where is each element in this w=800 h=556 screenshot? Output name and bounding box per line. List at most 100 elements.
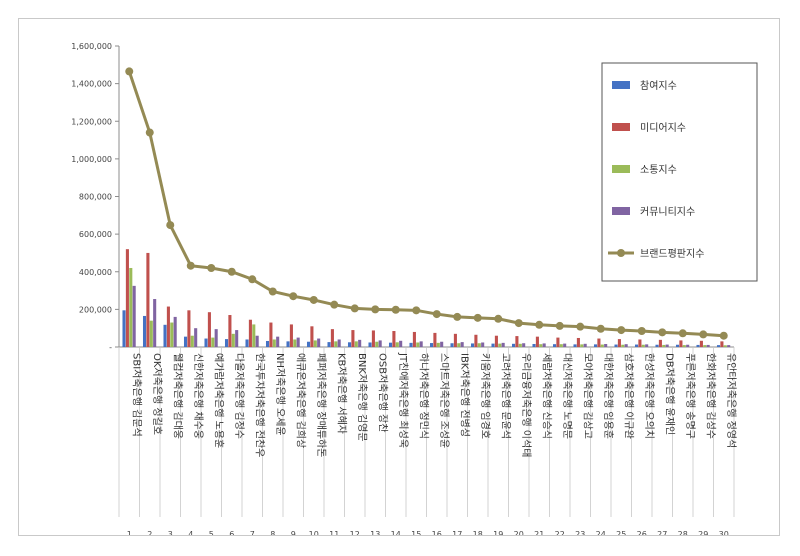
bar xyxy=(440,341,444,347)
bar xyxy=(583,343,587,347)
line-point xyxy=(637,327,646,336)
line-point xyxy=(453,312,462,321)
line-point xyxy=(125,67,134,76)
bar xyxy=(183,336,188,347)
bar xyxy=(686,344,690,347)
rank-label: 12 xyxy=(350,530,360,535)
bar xyxy=(665,344,669,347)
y-tick-label: 1,400,000 xyxy=(71,80,112,89)
bars xyxy=(122,249,731,347)
category-label: SBI저축은행 김문석 xyxy=(130,353,142,437)
category-label: 페퍼저축은행 장매튜하돈 xyxy=(315,353,328,457)
bar xyxy=(412,331,416,347)
line-point xyxy=(473,313,482,322)
rank-label: 8 xyxy=(270,530,275,535)
rank-label: 15 xyxy=(411,530,421,535)
line-point xyxy=(268,287,277,296)
bar xyxy=(194,328,198,347)
bar xyxy=(252,324,256,347)
category-label: 고려저축은행 문윤석 xyxy=(499,353,511,439)
bar xyxy=(255,335,259,347)
category-label: DB저축은행 윤재인 xyxy=(663,353,675,435)
bar xyxy=(207,312,211,347)
category-label: 한국투자저축은행 전찬우 xyxy=(253,353,265,457)
bar xyxy=(142,315,147,347)
bar xyxy=(573,344,577,347)
bar xyxy=(125,249,129,347)
category-label: 하나저축은행 정민식 xyxy=(417,353,430,439)
bar xyxy=(265,340,270,347)
bar xyxy=(433,332,437,347)
line-point xyxy=(289,292,298,301)
rank-label: 27 xyxy=(657,530,667,535)
bar xyxy=(580,344,584,347)
bar xyxy=(436,342,440,347)
line-point xyxy=(658,328,667,337)
line-point xyxy=(494,314,503,323)
line-point xyxy=(227,267,236,276)
bar xyxy=(419,341,423,347)
y-tick-label: 200,000 xyxy=(79,305,112,314)
rank-label: 18 xyxy=(473,530,483,535)
bar xyxy=(638,339,642,347)
rank-label: 28 xyxy=(678,530,688,535)
line-point xyxy=(330,300,339,309)
line-point xyxy=(432,310,441,319)
category-label: 스마트저축은행 조성윤 xyxy=(438,353,450,448)
rank-label: 5 xyxy=(209,530,214,535)
line-point xyxy=(514,319,523,328)
category-label: 모아저축은행 김상고 xyxy=(581,353,593,439)
bar xyxy=(559,344,563,347)
bar xyxy=(371,330,375,347)
category-label: 예가람저축은행 노용훈 xyxy=(212,353,225,448)
bar xyxy=(699,340,703,347)
bar xyxy=(330,329,334,347)
rank-label: 26 xyxy=(637,530,647,535)
category-label: JT친애저축은행 최성욱 xyxy=(397,352,409,448)
rank-label: 29 xyxy=(698,530,708,535)
bar xyxy=(334,341,338,347)
bar xyxy=(235,330,239,347)
bar xyxy=(129,267,133,347)
bar xyxy=(556,337,560,347)
bar xyxy=(474,334,478,347)
bar xyxy=(532,343,536,347)
bar xyxy=(600,344,604,347)
rank-label: 2 xyxy=(147,530,152,535)
line-point xyxy=(391,305,400,314)
bar xyxy=(498,343,502,347)
bar xyxy=(224,339,229,347)
bar xyxy=(409,342,413,347)
rank-label: 10 xyxy=(309,530,319,535)
y-tick-label: 400,000 xyxy=(79,268,112,277)
chart-frame: - 200,000 400,000 600,000 800,000 1,000,000 1,… xyxy=(18,18,780,539)
rank-label: 21 xyxy=(534,530,544,535)
bar xyxy=(347,342,352,347)
line-point xyxy=(678,329,687,338)
rank-label: 30 xyxy=(719,530,729,535)
category-label: 한성저축은행 오의치 xyxy=(643,353,655,439)
bar xyxy=(354,341,358,347)
rank-label: 17 xyxy=(452,530,462,535)
bar xyxy=(617,339,621,347)
y-tick-label: 600,000 xyxy=(79,230,112,239)
bar xyxy=(313,340,317,347)
legend-swatch xyxy=(612,123,630,131)
bar xyxy=(204,338,208,347)
bar xyxy=(149,320,153,347)
bar xyxy=(604,343,608,347)
bar xyxy=(477,343,481,347)
line-point xyxy=(309,295,318,304)
category-label: 유안타저축은행 정영석 xyxy=(725,353,737,448)
rank-label: 6 xyxy=(229,530,234,535)
bar xyxy=(542,343,546,347)
bar xyxy=(310,326,314,347)
bar xyxy=(248,319,252,347)
y-tick-label: 800,000 xyxy=(79,193,112,202)
bar xyxy=(269,322,273,347)
bar xyxy=(727,345,731,347)
bar xyxy=(289,324,293,347)
bar xyxy=(511,343,516,347)
bar xyxy=(481,342,485,347)
